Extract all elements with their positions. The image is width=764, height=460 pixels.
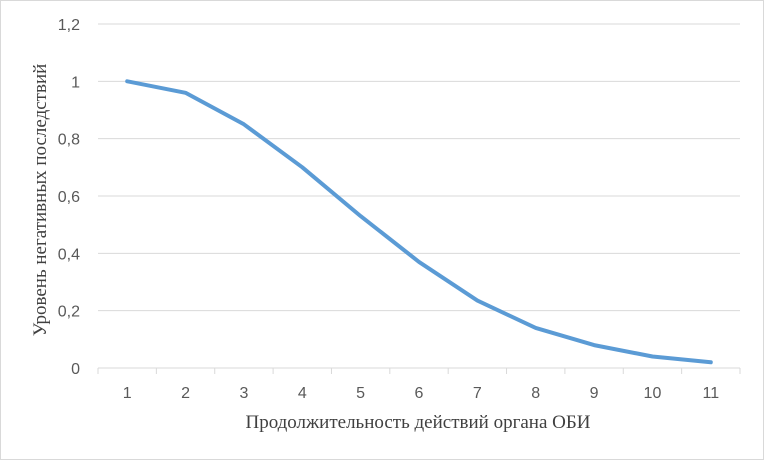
y-tick-label: 0,6 [58, 189, 80, 206]
x-axis-title: Продолжительность действий органа ОБИ [245, 412, 590, 433]
y-tick-label: 0,2 [58, 304, 80, 321]
series-line [125, 79, 713, 365]
x-tick-label: 8 [531, 385, 540, 402]
x-tick-label: 7 [473, 385, 482, 402]
x-tick-label: 10 [644, 385, 662, 402]
gridlines [98, 23, 740, 369]
y-tick-label: 1 [71, 74, 80, 91]
x-tick-label: 6 [415, 385, 424, 402]
x-axis-ticks [97, 368, 741, 374]
x-tick-label: 9 [590, 385, 599, 402]
y-tick-label: 0,4 [58, 246, 80, 263]
y-tick-label: 1,2 [58, 17, 80, 34]
x-axis-tick-labels: 1 2 3 4 5 6 7 8 9 10 11 [123, 385, 719, 402]
y-axis-tick-labels: 0 0,2 0,4 0,6 0,8 1 1,2 [58, 17, 80, 378]
x-tick-label: 3 [239, 385, 248, 402]
y-axis-title: Уровень негативных последствий [30, 64, 51, 337]
y-tick-label: 0 [71, 361, 80, 378]
y-tick-label: 0,8 [58, 132, 80, 149]
x-tick-label: 11 [703, 385, 720, 402]
x-tick-label: 4 [298, 385, 307, 402]
x-tick-label: 5 [356, 385, 365, 402]
x-tick-label: 1 [123, 385, 132, 402]
x-tick-label: 2 [181, 385, 190, 402]
series-layer [125, 79, 713, 365]
